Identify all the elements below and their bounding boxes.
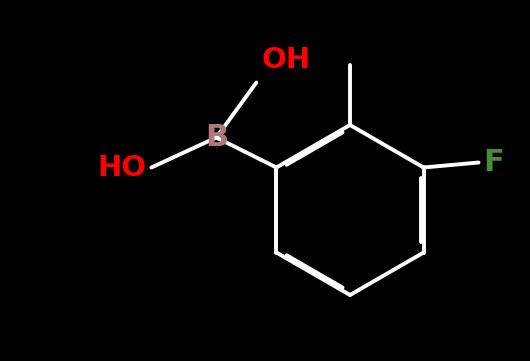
Text: HO: HO [98, 153, 146, 182]
Text: B: B [205, 123, 228, 152]
Text: OH: OH [261, 47, 311, 74]
Text: F: F [483, 148, 505, 177]
